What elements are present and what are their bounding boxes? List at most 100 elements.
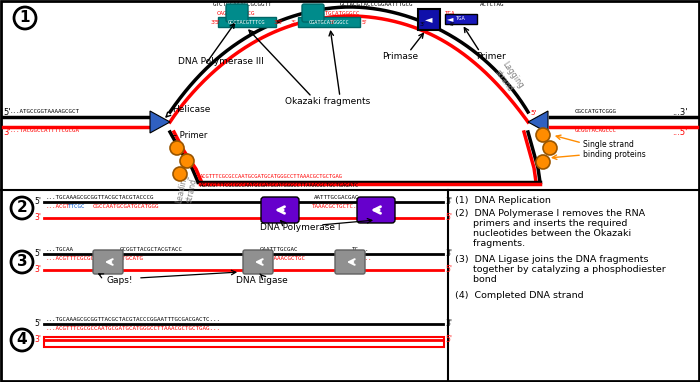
Text: 3': 3' [34,265,41,275]
Text: AGACGTTTCGCGCCAATGCGATGCATGGGCCTTAAACGCTGCTGAGATC: AGACGTTTCGCGCCAATGCGATGCATGGGCCTTAAACGCT… [200,183,359,188]
Text: 5': 5' [530,110,536,116]
Text: 5': 5' [450,22,456,27]
FancyBboxPatch shape [261,197,299,223]
Text: TTCGC: TTCGC [68,204,85,209]
Text: AG...: AG... [355,256,372,261]
Text: ACTCTAG: ACTCTAG [480,2,505,7]
Text: GCGGTACAGCCC: GCGGTACAGCCC [575,128,617,133]
Text: 5': 5' [34,197,41,207]
Circle shape [180,154,194,168]
Bar [298,17,360,27]
Text: TC...: TC... [352,247,370,252]
Text: TGA: TGA [445,11,456,16]
Text: GCGGTTACGCTACGTACC: GCGGTTACGCTACGTACC [120,247,183,252]
Text: CGATGCATGGGCC: CGATGCATGGGCC [315,11,360,16]
Text: Leading
strand: Leading strand [174,172,200,206]
Text: 2: 2 [17,201,27,215]
FancyBboxPatch shape [357,197,395,223]
Text: bond: bond [455,275,497,284]
Text: 5': 5' [278,19,284,24]
Text: GAATTTGCGAC: GAATTTGCGAC [260,247,298,252]
Circle shape [11,197,33,219]
FancyBboxPatch shape [243,250,273,274]
Text: TGA: TGA [456,16,466,21]
Text: 5': 5' [34,319,41,329]
Text: TAAACGCTGCTC...: TAAACGCTGCTC... [312,204,365,209]
Circle shape [11,329,33,351]
Polygon shape [528,111,548,133]
Text: 3': 3' [210,19,216,24]
Bar [445,14,477,24]
Text: GCCTACGTTTCG: GCCTACGTTTCG [228,19,266,24]
Text: GTCTGCAAAGCGCGGTT: GTCTGCAAAGCGCGGTT [213,2,272,7]
Text: 3: 3 [17,254,27,269]
Text: ← Primer: ← Primer [170,131,207,139]
FancyBboxPatch shape [335,250,365,274]
Text: ...TACGGCCATTTTCGCGA: ...TACGGCCATTTTCGCGA [10,128,80,133]
Text: ...ATGCCGGTAAAAGCGCT: ...ATGCCGGTAAAAGCGCT [10,109,80,114]
Text: GCTACGTACCCGGAATTTGCG: GCTACGTACCCGGAATTTGCG [340,2,414,7]
Text: ...ACGTTTCGCGCCAATGCGATGCATGGGCCTTAAACGCTGCTGAG...: ...ACGTTTCGCGCCAATGCGATGCATGGGCCTTAAACGC… [46,326,221,331]
Text: 4: 4 [17,332,27,348]
Text: CTTAAACGCTGC: CTTAAACGCTGC [264,256,306,261]
Text: 5': 5' [34,249,41,259]
Text: Lagging
strand: Lagging strand [491,60,525,96]
Text: 3': 3' [274,20,280,25]
Text: 3': 3' [34,214,41,222]
Polygon shape [150,111,170,133]
Text: 3': 3' [420,22,426,27]
Text: (3)  DNA Ligase joins the DNA fragments: (3) DNA Ligase joins the DNA fragments [455,255,648,264]
Text: CGCCAATGCGATGCATGGG: CGCCAATGCGATGCATGGG [93,204,160,209]
Circle shape [14,7,36,29]
Text: 5': 5' [330,20,336,25]
Bar [218,17,276,27]
Text: 5': 5' [362,19,368,24]
Text: 5': 5' [445,214,452,222]
Text: ...ACGTTTCGCGCCAATGCGATGCATG: ...ACGTTTCGCGCCAATGCGATGCATG [46,256,144,261]
FancyBboxPatch shape [226,4,248,22]
Bar [44,337,444,347]
Circle shape [170,141,184,155]
Text: ◄: ◄ [447,15,454,24]
Text: 3': 3' [3,128,10,137]
Text: fragments.: fragments. [455,239,525,248]
Text: Primase: Primase [382,52,418,61]
Text: 3': 3' [445,249,452,259]
Text: DNA Ligase: DNA Ligase [236,276,288,285]
Text: Helicase: Helicase [172,105,211,113]
Text: 1: 1 [20,10,30,26]
FancyBboxPatch shape [302,4,324,22]
Text: Gaps!: Gaps! [106,276,133,285]
Text: 5': 5' [3,108,10,117]
Text: 3': 3' [445,197,452,207]
Text: Primer: Primer [476,52,505,61]
Text: ◄: ◄ [426,14,433,24]
Text: 3': 3' [34,335,41,345]
Text: DNA Polymerase I: DNA Polymerase I [260,223,340,232]
Text: 3': 3' [445,319,452,329]
Text: (2)  DNA Polymerase I removes the RNA: (2) DNA Polymerase I removes the RNA [455,209,645,218]
Text: CGCCATGTCGGG: CGCCATGTCGGG [575,109,617,114]
Text: Single strand
binding proteins: Single strand binding proteins [583,140,645,159]
Text: nucleotides between the Okazaki: nucleotides between the Okazaki [455,229,631,238]
Circle shape [536,128,550,142]
Text: CAGACGTTTCG: CAGACGTTTCG [217,11,256,16]
Bar [418,9,440,30]
Circle shape [11,251,33,273]
Text: 5': 5' [445,265,452,275]
Text: 5': 5' [445,335,452,345]
Text: ...3': ...3' [672,108,687,117]
Text: ...5': ...5' [672,128,687,137]
FancyBboxPatch shape [93,250,123,274]
Text: (4)  Completed DNA strand: (4) Completed DNA strand [455,291,584,300]
Circle shape [173,167,187,181]
Text: ...TGCAA: ...TGCAA [46,247,74,252]
Text: AATTTGCGACGAC...: AATTTGCGACGAC... [314,195,370,200]
Text: 5': 5' [215,20,220,25]
Circle shape [543,141,557,155]
Text: primers and inserts the required: primers and inserts the required [455,219,627,228]
Text: (1)  DNA Replication: (1) DNA Replication [455,196,551,205]
Text: Okazaki fragments: Okazaki fragments [286,97,370,106]
Text: ...TGCAAAGCGCGGTTACGCTACGTACCCGGAATTTGCGACGACTC...: ...TGCAAAGCGCGGTTACGCTACGTACCCGGAATTTGCG… [46,317,221,322]
Text: DNA Polymerase III: DNA Polymerase III [178,58,264,66]
